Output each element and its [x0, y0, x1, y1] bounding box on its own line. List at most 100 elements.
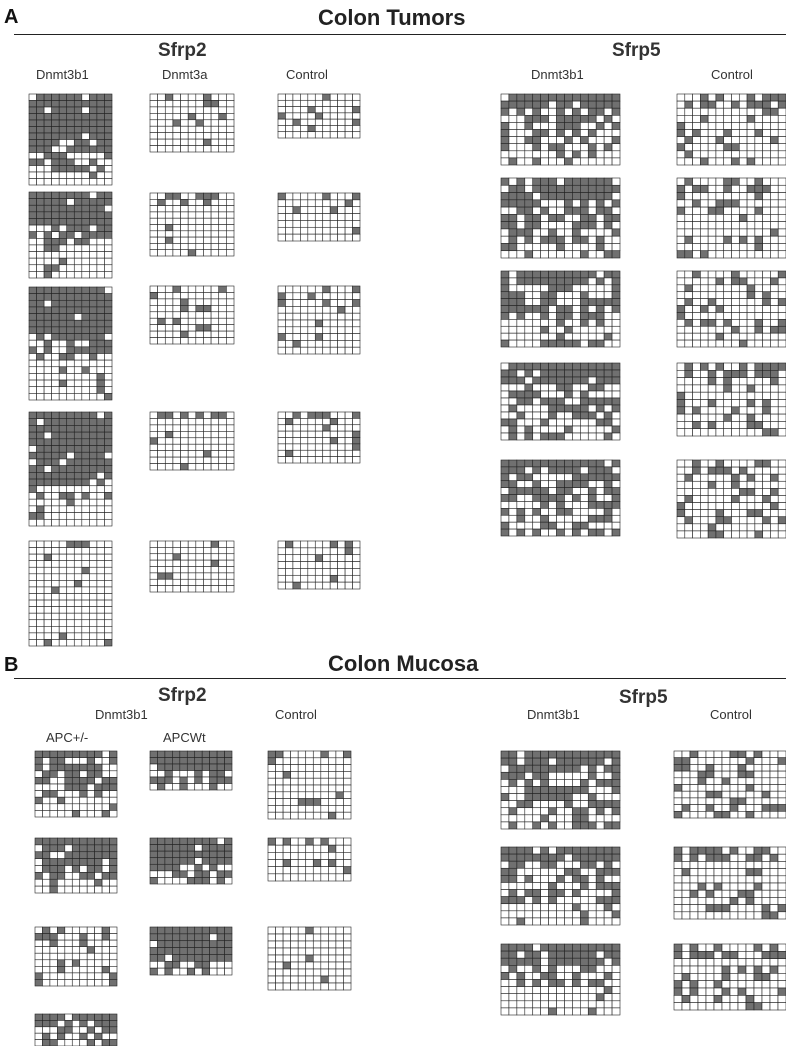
cpg-cell — [572, 521, 581, 530]
cpg-cell — [66, 326, 75, 334]
cpg-cell — [335, 940, 344, 949]
cpg-cell — [745, 889, 755, 898]
cpg-cell — [275, 961, 284, 970]
cpg-cell — [43, 451, 52, 460]
cpg-cell — [572, 404, 581, 413]
cpg-cell — [335, 750, 344, 759]
cpg-cell — [164, 330, 174, 338]
cpg-cell — [292, 312, 301, 321]
cpg-cell — [307, 118, 316, 126]
cpg-cell — [500, 339, 510, 348]
cpg-cell — [611, 383, 621, 392]
cpg-cell — [157, 285, 166, 293]
cpg-cell — [532, 404, 541, 413]
cpg-cell — [66, 458, 75, 466]
cpg-cell — [36, 231, 45, 239]
cpg-cell — [344, 319, 353, 328]
cpg-cell — [73, 139, 83, 147]
cpg-cell — [28, 580, 37, 588]
cpg-cell — [164, 205, 174, 213]
cpg-cell — [731, 192, 740, 201]
cpg-cell — [172, 540, 181, 548]
cpg-cell — [320, 947, 329, 956]
cpg-cell — [164, 119, 174, 127]
cpg-cell — [770, 107, 779, 116]
cpg-cell — [104, 547, 113, 555]
cpg-cell — [777, 853, 786, 862]
cpg-cell — [58, 257, 68, 266]
cpg-cell — [352, 319, 361, 328]
cpg-cell — [508, 1007, 518, 1016]
cpg-cell — [201, 844, 210, 852]
cpg-cell — [157, 954, 166, 962]
cpg-cell — [500, 487, 510, 495]
cpg-cell — [738, 384, 748, 393]
cpg-cell — [344, 285, 353, 294]
cpg-cell — [149, 236, 158, 244]
cpg-cell — [595, 284, 605, 293]
cpg-cell — [28, 119, 37, 127]
cpg-cell — [203, 305, 212, 313]
cpg-cell — [149, 585, 158, 593]
cpg-cell — [203, 132, 212, 140]
cpg-cell — [335, 757, 344, 765]
cpg-cell — [201, 770, 210, 778]
methylation-grid — [149, 750, 233, 791]
cpg-cell — [71, 939, 81, 947]
cpg-cell — [700, 228, 709, 237]
cpg-cell — [157, 311, 166, 319]
cpg-cell — [754, 221, 763, 230]
cpg-cell — [540, 291, 549, 299]
cpg-cell — [352, 443, 361, 451]
cpg-cell — [516, 136, 526, 144]
cpg-cell — [508, 764, 518, 773]
cpg-cell — [572, 325, 581, 334]
cpg-cell — [81, 573, 90, 581]
cpg-cell — [684, 192, 693, 201]
cpg-cell — [587, 418, 597, 427]
cpg-cell — [322, 199, 331, 208]
cpg-cell — [524, 305, 534, 313]
cpg-cell — [500, 466, 510, 475]
cpg-cell — [79, 770, 88, 778]
cpg-cell — [729, 790, 739, 799]
cpg-cell — [307, 299, 316, 307]
cpg-cell — [762, 516, 771, 525]
cpg-cell — [548, 291, 557, 299]
cpg-cell — [572, 793, 581, 801]
cpg-cell — [297, 811, 307, 820]
cpg-cell — [322, 192, 331, 201]
cpg-cell — [58, 445, 68, 453]
cpg-cell — [676, 291, 686, 299]
cpg-cell — [277, 118, 286, 126]
cpg-cell — [337, 125, 346, 133]
cpg-cell — [275, 940, 284, 949]
cpg-cell — [705, 853, 715, 862]
cpg-cell — [548, 910, 557, 919]
cpg-cell — [36, 191, 45, 199]
cpg-cell — [49, 1020, 58, 1028]
cpg-cell — [81, 386, 90, 394]
cpg-cell — [595, 325, 605, 334]
cpg-cell — [707, 480, 717, 489]
cpg-cell — [28, 431, 37, 440]
cpg-cell — [109, 783, 118, 791]
cpg-cell — [344, 411, 353, 419]
cpg-cell — [692, 250, 701, 259]
cpg-cell — [285, 233, 294, 242]
cpg-cell — [705, 777, 715, 785]
cpg-cell — [689, 943, 699, 952]
cpg-cell — [595, 1000, 605, 1009]
cpg-cell — [43, 257, 52, 266]
cpg-cell — [210, 311, 220, 319]
cpg-cell — [66, 119, 75, 127]
cpg-cell — [731, 221, 740, 230]
cpg-cell — [73, 451, 83, 460]
cpg-cell — [267, 926, 276, 935]
cpg-cell — [580, 896, 589, 905]
cpg-cell — [697, 861, 707, 869]
cpg-cell — [746, 100, 756, 109]
cpg-cell — [532, 192, 541, 201]
cpg-cell — [149, 119, 158, 127]
cpg-cell — [770, 319, 779, 327]
